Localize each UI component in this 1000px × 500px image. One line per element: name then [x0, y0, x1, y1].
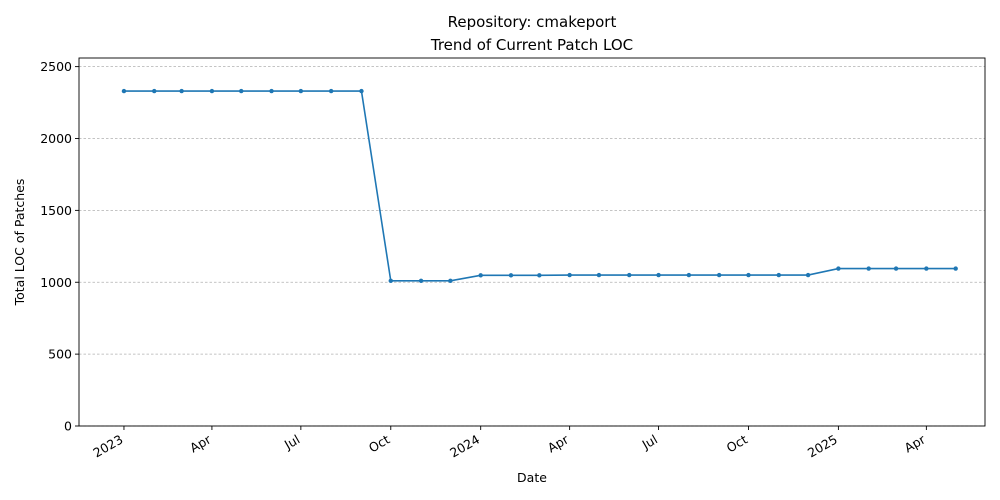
data-point	[179, 88, 184, 94]
data-point	[239, 88, 244, 94]
x-tick-label: Apr	[545, 431, 572, 455]
data-point	[924, 266, 929, 271]
data-point	[686, 272, 692, 278]
data-point	[448, 278, 453, 284]
data-point	[328, 88, 334, 94]
data-point	[746, 272, 751, 278]
data-point	[152, 88, 157, 94]
chart-subtitle: Trend of Current Patch LOC	[430, 36, 633, 54]
gridlines	[79, 66, 985, 427]
x-tick-label: 2024	[447, 432, 482, 461]
y-tick-label: 0	[64, 419, 72, 434]
x-tick-label: Jul	[639, 432, 660, 453]
y-tick-label: 500	[48, 347, 72, 362]
data-point	[866, 266, 871, 271]
data-point	[776, 272, 781, 278]
data-point	[805, 272, 811, 278]
x-axis-label: Date	[517, 470, 547, 485]
data-point	[953, 266, 958, 271]
data-point	[627, 272, 632, 278]
axes: 0 500 1000 1500 2000 2500 2023 Apr Jul Oct 2024 Apr…	[40, 59, 928, 460]
series-line	[123, 90, 956, 282]
x-tick-label: 2025	[805, 432, 840, 461]
data-point	[508, 273, 514, 278]
data-point	[596, 272, 602, 278]
data-point	[893, 266, 899, 271]
data-point	[537, 273, 542, 278]
data-point	[121, 88, 127, 94]
y-axis-label: Total LOC of Patches	[12, 179, 27, 307]
x-tick-label: 2023	[90, 432, 125, 461]
data-point	[209, 88, 215, 94]
x-tick-label: Jul	[281, 432, 302, 453]
data-point	[298, 88, 304, 94]
y-tick-label: 1000	[40, 275, 72, 290]
x-tick-label: Oct	[724, 432, 750, 456]
series-layer	[121, 88, 958, 284]
data-point	[716, 272, 722, 278]
data-point	[269, 88, 274, 94]
data-point	[418, 278, 424, 284]
x-tick-label: Apr	[187, 431, 214, 455]
chart-title: Repository: cmakeport	[448, 13, 617, 31]
y-tick-label: 2000	[40, 131, 72, 146]
plot-frame	[78, 57, 986, 427]
data-point	[836, 266, 841, 271]
x-tick-label: Apr	[902, 431, 929, 455]
data-point	[656, 272, 661, 278]
y-tick-label: 1500	[40, 203, 72, 218]
data-point	[567, 272, 572, 278]
data-point	[478, 273, 483, 278]
data-point	[359, 88, 364, 94]
y-tick-label: 2500	[40, 59, 72, 74]
x-tick-label: Oct	[366, 432, 392, 456]
data-point	[388, 278, 393, 284]
